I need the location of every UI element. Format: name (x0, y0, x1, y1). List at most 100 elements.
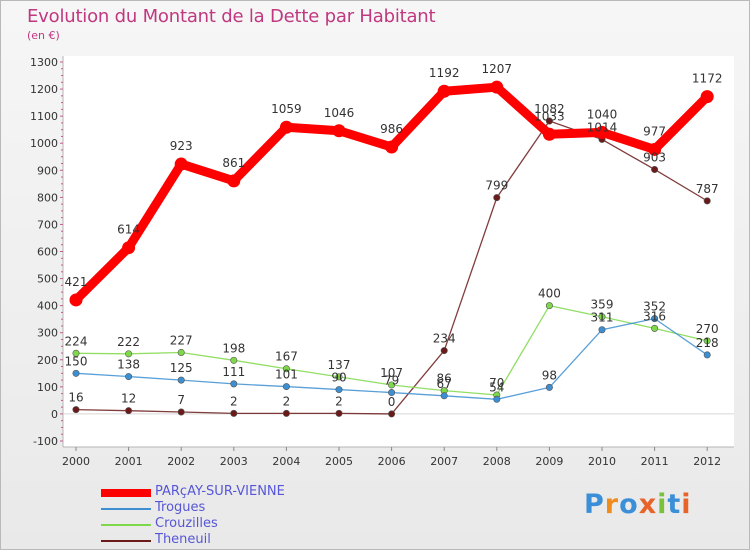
x-tick-label: 2012 (693, 455, 721, 468)
data-label-0: 977 (643, 124, 666, 138)
data-point-0 (542, 127, 556, 141)
y-tick-label: 300 (37, 327, 58, 340)
data-point-1 (177, 376, 185, 384)
data-point-0 (437, 84, 451, 98)
data-label-1: 98 (542, 368, 557, 382)
data-label-3: 2 (283, 394, 291, 408)
data-label-2: 359 (591, 298, 614, 312)
data-point-1 (72, 369, 80, 377)
x-tick-label: 2004 (272, 455, 300, 468)
data-label-1: 67 (437, 377, 452, 391)
data-label-1: 54 (489, 380, 504, 394)
data-label-3: 7 (177, 393, 185, 407)
data-label-3: 1082 (534, 102, 565, 116)
data-point-1 (703, 351, 711, 359)
y-tick-label: 100 (37, 381, 58, 394)
data-point-1 (388, 389, 396, 397)
data-label-0: 1207 (482, 62, 513, 76)
data-point-1 (545, 383, 553, 391)
data-point-2 (125, 350, 133, 358)
data-label-1: 138 (117, 358, 140, 372)
data-point-1 (335, 386, 343, 394)
data-label-3: 799 (485, 179, 508, 193)
data-point-2 (72, 349, 80, 357)
data-point-2 (545, 302, 553, 310)
data-label-1: 125 (170, 361, 193, 375)
data-label-1: 90 (331, 371, 346, 385)
x-tick-label: 2001 (115, 455, 143, 468)
brand-letter: x (638, 489, 658, 520)
legend-item-theneuil: Theneuil (101, 533, 361, 549)
x-tick-label: 2002 (167, 455, 195, 468)
data-point-3 (388, 410, 396, 418)
data-point-2 (230, 356, 238, 364)
data-point-0 (69, 293, 83, 307)
data-point-3 (440, 347, 448, 355)
data-point-3 (545, 117, 553, 125)
data-point-2 (282, 365, 290, 373)
y-tick-label: 500 (37, 273, 58, 286)
data-label-2: 270 (696, 322, 719, 336)
chart-subtitle: (en €) (27, 29, 60, 42)
y-tick-label: 800 (37, 191, 58, 204)
x-tick-label: 2008 (483, 455, 511, 468)
data-point-0 (385, 140, 399, 154)
legend-swatch-trogues (101, 508, 151, 510)
data-label-2: 227 (170, 333, 193, 347)
data-label-0: 1046 (324, 106, 355, 120)
data-point-0 (332, 124, 346, 138)
y-tick-label: 1000 (30, 137, 58, 150)
data-label-2: 70 (489, 376, 504, 390)
x-tick-label: 2005 (325, 455, 353, 468)
data-label-0: 1192 (429, 66, 460, 80)
data-point-1 (282, 383, 290, 391)
data-label-1: 111 (222, 365, 245, 379)
brand-letter: i (657, 489, 668, 520)
legend-label-trogues: Trogues (155, 500, 206, 515)
data-point-0 (700, 90, 714, 104)
data-label-0: 861 (222, 156, 245, 170)
data-point-3 (72, 406, 80, 414)
brand-letter: o (619, 489, 639, 520)
data-label-1: 218 (696, 336, 719, 350)
data-point-0 (227, 174, 241, 188)
y-tick-label: 900 (37, 164, 58, 177)
legend-swatch-theneuil (101, 540, 151, 542)
y-tick-label: 0 (51, 408, 58, 421)
data-label-0: 986 (380, 122, 403, 136)
data-label-3: 0 (388, 395, 396, 409)
data-point-3 (703, 197, 711, 205)
data-point-3 (651, 165, 659, 173)
data-label-2: 224 (65, 334, 88, 348)
data-point-3 (335, 409, 343, 417)
data-label-2: 167 (275, 350, 298, 364)
brand-letter: i (681, 489, 692, 520)
data-label-1: 150 (65, 354, 88, 368)
plot-area (63, 56, 734, 447)
legend-label-parcay: PARçAY-SUR-VIENNE (155, 484, 285, 499)
data-label-2: 137 (328, 358, 351, 372)
data-label-2: 316 (643, 309, 666, 323)
data-point-0 (595, 125, 609, 139)
data-point-1 (125, 373, 133, 381)
data-label-3: 787 (696, 182, 719, 196)
data-label-1: 352 (643, 300, 666, 314)
data-point-1 (230, 380, 238, 388)
data-label-2: 198 (222, 341, 245, 355)
y-tick-label: -100 (33, 435, 58, 448)
brand-letter: P (584, 489, 605, 520)
data-label-3: 903 (643, 150, 666, 164)
data-label-1: 311 (591, 311, 614, 325)
data-point-1 (493, 395, 501, 403)
x-tick-label: 2003 (220, 455, 248, 468)
data-label-3: 1014 (587, 120, 618, 134)
x-tick-label: 2007 (430, 455, 458, 468)
data-point-0 (279, 120, 293, 134)
data-point-3 (493, 194, 501, 202)
data-label-0: 1040 (587, 107, 618, 121)
data-point-0 (122, 241, 136, 255)
legend-label-crouzilles: Crouzilles (155, 516, 218, 531)
data-point-2 (177, 348, 185, 356)
